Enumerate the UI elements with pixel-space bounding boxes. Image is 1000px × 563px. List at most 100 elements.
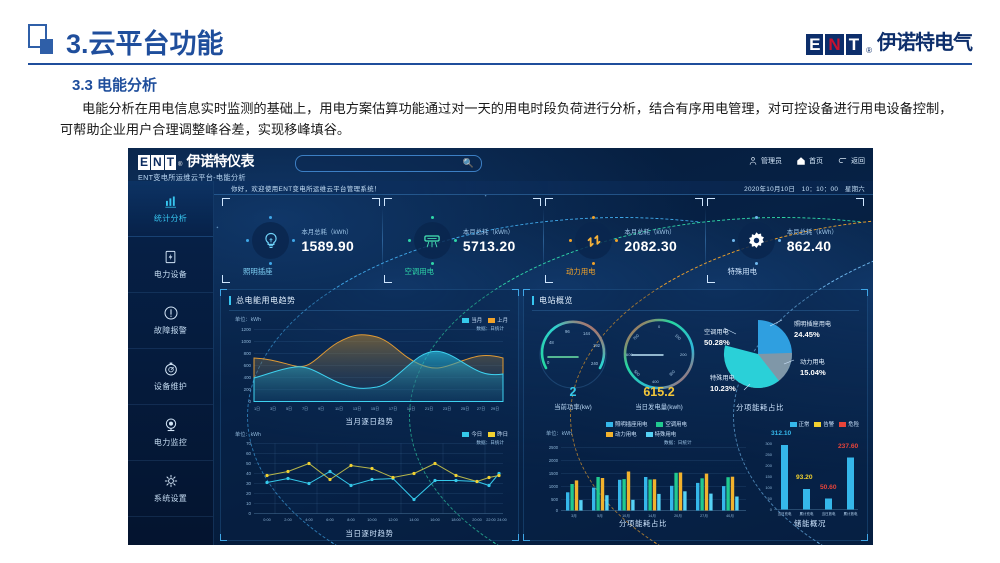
search-icon[interactable]: 🔍 bbox=[462, 158, 474, 168]
storage-value-daily-charge: 312.10 bbox=[771, 430, 792, 437]
pie-label-lighting: 照明插座用电 24.45% bbox=[794, 321, 832, 339]
svg-text:400: 400 bbox=[652, 379, 659, 384]
area-chart[interactable]: 1200 1000 800 600 400 200 0 bbox=[227, 324, 512, 416]
bar-chart-icon bbox=[164, 196, 176, 208]
svg-text:当日充电: 当日充电 bbox=[778, 511, 792, 516]
kpi-value-power: 2082.30 bbox=[624, 238, 678, 254]
svg-text:27日: 27日 bbox=[477, 406, 485, 411]
svg-text:7日: 7日 bbox=[302, 406, 308, 411]
svg-text:累计充电: 累计充电 bbox=[800, 511, 814, 516]
nav-item-admin[interactable]: 管理员 bbox=[748, 156, 782, 166]
logo-letter-n: N bbox=[151, 155, 164, 170]
pie-chart-title: 分项能耗占比 bbox=[736, 403, 784, 412]
sidebar-item-statistics[interactable]: 统计分析 bbox=[128, 181, 213, 237]
svg-text:20:00: 20:00 bbox=[472, 518, 482, 522]
svg-text:0: 0 bbox=[547, 360, 550, 365]
svg-text:10: 10 bbox=[246, 501, 251, 506]
svg-text:30: 30 bbox=[246, 481, 251, 486]
kpi-name-power: 动力用电 bbox=[565, 267, 596, 276]
sidebar-item-monitoring[interactable]: 电力监控 bbox=[128, 405, 213, 461]
section-title: 3.3 电能分析 bbox=[72, 77, 158, 94]
line-chart[interactable]: 70 60 50 40 30 20 10 0 bbox=[227, 438, 512, 524]
bar-chart-energy-by-month[interactable]: 2500 2000 1500 1000 500 0 bbox=[532, 442, 754, 520]
svg-text:21日: 21日 bbox=[425, 406, 433, 411]
line-chart-title: 当日逐时趋势 bbox=[345, 529, 394, 538]
sidebar-label-devices: 电力设备 bbox=[153, 270, 188, 279]
kpi-name-aircon: 空调用电 bbox=[404, 267, 435, 276]
bar-chart-title: 分项能耗占比 bbox=[619, 519, 667, 528]
sidebar-item-maintenance[interactable]: 设备维护 bbox=[128, 349, 213, 405]
line-chart-legend: 今日 昨日 bbox=[462, 430, 508, 438]
svg-text:240: 240 bbox=[591, 361, 599, 366]
svg-text:当日放电: 当日放电 bbox=[822, 511, 836, 516]
legend-item-warning[interactable]: 告警 bbox=[814, 420, 834, 428]
legend-item-bar-special[interactable]: 特殊用电 bbox=[645, 430, 676, 438]
logo-letter-t: T bbox=[164, 155, 177, 170]
storage-chart-title: 储能概况 bbox=[794, 519, 826, 528]
svg-text:500: 500 bbox=[633, 369, 642, 378]
svg-text:25日: 25日 bbox=[461, 406, 469, 411]
sidebar-label-monitoring: 电力监控 bbox=[153, 438, 188, 447]
slide-header: 3.云平台功能 E N T ® 伊诺特电气 bbox=[0, 0, 1000, 72]
nav-label-home: 首页 bbox=[809, 158, 823, 165]
sidebar-item-devices[interactable]: 电力设备 bbox=[128, 237, 213, 293]
svg-text:300: 300 bbox=[668, 368, 677, 377]
kpi-card-special[interactable]: 本月总耗（kWh） 862.40 特殊用电 bbox=[704, 198, 873, 545]
gear-icon bbox=[164, 474, 177, 488]
svg-text:0: 0 bbox=[770, 507, 773, 512]
line-chart-legend-note: 数据：日统计 bbox=[476, 440, 504, 445]
svg-text:1日: 1日 bbox=[254, 406, 260, 411]
sidebar-label-settings: 系统设置 bbox=[153, 494, 188, 503]
legend-item-normal[interactable]: 正常 bbox=[789, 420, 809, 428]
gauge-daily-generation[interactable]: 0 100 200 300 400 500 600 700 bbox=[618, 315, 700, 391]
gauge-current-power[interactable]: 0 48 96 144 192 240 bbox=[534, 316, 612, 390]
svg-text:14:00: 14:00 bbox=[409, 518, 419, 522]
legend-item-bar-lighting[interactable]: 照明插座用电 bbox=[606, 420, 647, 428]
sidebar-label-alarm: 故障报警 bbox=[153, 326, 188, 335]
nav-item-back[interactable]: 返回 bbox=[837, 156, 865, 166]
legend-item-today[interactable]: 今日 bbox=[462, 430, 482, 438]
nav-label-admin: 管理员 bbox=[761, 158, 782, 165]
bar-chart-legend-2: 动力用电 特殊用电 bbox=[606, 430, 676, 438]
svg-text:19日: 19日 bbox=[407, 406, 415, 411]
brand-letter-n: N bbox=[825, 34, 844, 55]
bar-chart-legend: 照明插座用电 空调用电 bbox=[606, 420, 687, 428]
device-icon bbox=[165, 250, 176, 264]
legend-item-bar-aircon[interactable]: 空调用电 bbox=[656, 420, 687, 428]
bar-chart-legend-note: 数据：日统计 bbox=[664, 440, 692, 445]
svg-text:20: 20 bbox=[246, 491, 251, 496]
bar-chart-storage[interactable]: 300 250 200 150 100 50 0 当日充电 累计充电 当日放电 累计放电 bbox=[758, 436, 862, 520]
svg-text:300: 300 bbox=[765, 441, 772, 446]
svg-text:144: 144 bbox=[583, 331, 591, 336]
svg-text:48: 48 bbox=[549, 340, 554, 345]
legend-item-danger[interactable]: 危险 bbox=[839, 420, 859, 428]
kpi-name-special: 特殊用电 bbox=[727, 267, 758, 276]
section-paragraph: 电能分析在用电信息实时监测的基础上，用电方案估算功能通过对一天的用电时段负荷进行… bbox=[60, 101, 953, 137]
svg-text:2000: 2000 bbox=[549, 458, 559, 463]
nav-item-home[interactable]: 首页 bbox=[796, 156, 823, 166]
kpi-value-lighting: 1589.90 bbox=[301, 238, 355, 254]
kpi-value-aircon: 5713.20 bbox=[462, 238, 516, 254]
dashboard-screenshot: E N T ® 伊诺特仪表 ENT变电所运维云平台-电能分析 🔍 管理员 bbox=[128, 148, 873, 545]
kpi-ring-special bbox=[731, 216, 873, 545]
legend-item-this-month[interactable]: 当月 bbox=[462, 316, 482, 324]
legend-item-bar-power[interactable]: 动力用电 bbox=[606, 430, 637, 438]
sidebar-item-settings[interactable]: 系统设置 bbox=[128, 461, 213, 517]
legend-item-last-month[interactable]: 上月 bbox=[488, 316, 508, 324]
sidebar-item-alarm[interactable]: 故障报警 bbox=[128, 293, 213, 349]
kpi-ring-lighting bbox=[246, 216, 873, 545]
legend-item-yesterday[interactable]: 昨日 bbox=[488, 430, 508, 438]
panel-station-overview: 电站概览 0 48 96 144 192 240 2 当前功率(kw) bbox=[523, 289, 868, 541]
kpi-ring-power bbox=[569, 216, 873, 545]
svg-text:96: 96 bbox=[565, 329, 570, 334]
svg-text:40月: 40月 bbox=[726, 513, 734, 518]
svg-text:0:00: 0:00 bbox=[263, 518, 270, 522]
sidebar: 统计分析 电力设备 故障报警 设备维护 bbox=[128, 181, 214, 545]
kpi-name-lighting: 照明插座 bbox=[242, 267, 273, 276]
gauge-icon bbox=[164, 362, 177, 376]
svg-text:3日: 3日 bbox=[270, 406, 276, 411]
svg-text:800: 800 bbox=[244, 351, 252, 356]
search-input[interactable]: 🔍 bbox=[295, 155, 482, 172]
svg-text:20月: 20月 bbox=[674, 513, 682, 518]
pie-chart-energy-share[interactable] bbox=[714, 312, 802, 396]
